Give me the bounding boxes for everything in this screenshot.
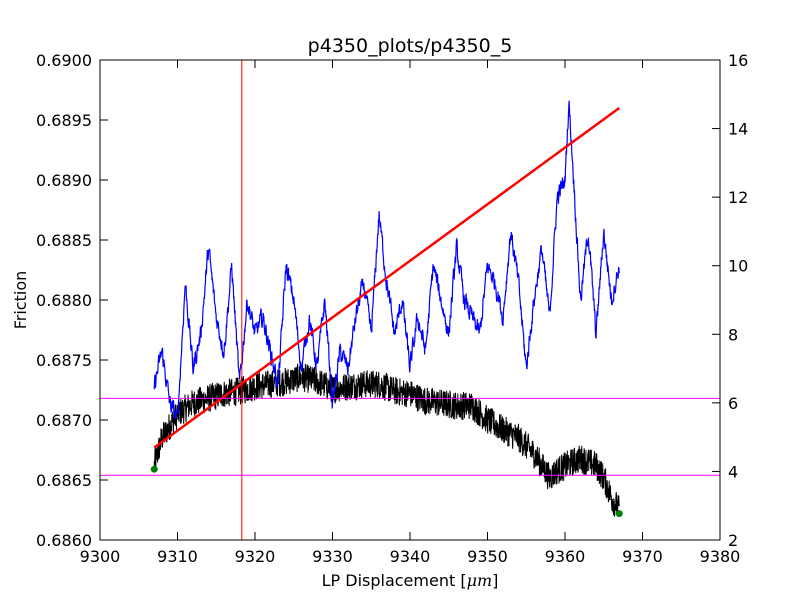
y2-tick-label: 10 xyxy=(728,257,748,276)
y2-tick-label: 4 xyxy=(728,462,738,481)
x-axis-label-close: ] xyxy=(492,571,498,590)
x-tick-label: 9310 xyxy=(157,547,198,566)
overlay-layer xyxy=(100,60,720,540)
x-tick-label: 9330 xyxy=(312,547,353,566)
x-axis-label-unit: μm xyxy=(467,571,493,590)
x-tick-label: 9350 xyxy=(467,547,508,566)
y-tick-label: 0.6865 xyxy=(36,471,92,490)
x-tick-label: 9360 xyxy=(545,547,586,566)
fit-line xyxy=(153,106,620,449)
y-tick-label: 0.6860 xyxy=(36,531,92,550)
x-tick-label: 9320 xyxy=(235,547,276,566)
y-axis-label: Friction xyxy=(11,271,30,330)
y-tick-label: 0.6900 xyxy=(36,51,92,70)
x-axis-label: LP Displacement [μm] xyxy=(322,571,499,590)
x-tick-label: 9300 xyxy=(80,547,121,566)
x-tick-label: 9370 xyxy=(622,547,663,566)
y2-tick-label: 6 xyxy=(728,394,738,413)
points-layer xyxy=(150,465,623,518)
y-tick-label: 0.6890 xyxy=(36,171,92,190)
endpoint-marker-1 xyxy=(150,465,158,473)
y2-tick-label: 14 xyxy=(728,120,748,139)
right-axis-series-line xyxy=(153,100,620,420)
x-tick-label: 9340 xyxy=(390,547,431,566)
y-tick-label: 0.6870 xyxy=(36,411,92,430)
x-axis-ticks: 9300 9310 9320 9330 9340 9350 9360 9370 9380 xyxy=(80,60,741,566)
y2-tick-label: 12 xyxy=(728,188,748,207)
y2-tick-label: 2 xyxy=(728,531,738,550)
x-tick-label: 9380 xyxy=(700,547,741,566)
y-tick-label: 0.6895 xyxy=(36,111,92,130)
y2-tick-label: 16 xyxy=(728,51,748,70)
y2-tick-label: 8 xyxy=(728,325,738,344)
y-tick-label: 0.6875 xyxy=(36,351,92,370)
y2-axis-ticks: 2 4 6 8 10 12 14 16 xyxy=(712,51,748,550)
y-axis-ticks: 0.6860 0.6865 0.6870 0.6875 0.6880 0.6885 0.68… xyxy=(36,51,108,550)
x-axis-label-text: LP Displacement [ xyxy=(322,571,467,590)
endpoint-marker-2 xyxy=(615,510,623,518)
chart-title: p4350_plots/p4350_5 xyxy=(308,35,513,57)
y-tick-label: 0.6885 xyxy=(36,231,92,250)
y-tick-label: 0.6880 xyxy=(36,291,92,310)
plot-background xyxy=(100,60,720,540)
